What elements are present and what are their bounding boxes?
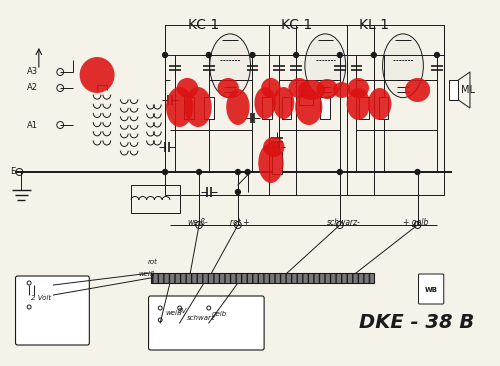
Text: ML: ML <box>461 85 475 95</box>
Bar <box>165 25 296 195</box>
Text: gelb: gelb <box>212 311 227 317</box>
Text: schwarz-: schwarz- <box>327 218 361 227</box>
Circle shape <box>434 52 440 57</box>
Text: weiß-: weiß- <box>188 218 208 227</box>
FancyBboxPatch shape <box>16 276 90 345</box>
Text: + gelb: + gelb <box>403 218 428 227</box>
Circle shape <box>338 52 342 57</box>
Circle shape <box>162 52 168 57</box>
Ellipse shape <box>288 78 310 98</box>
Circle shape <box>415 169 420 175</box>
Ellipse shape <box>80 57 114 93</box>
Circle shape <box>372 52 376 57</box>
Ellipse shape <box>368 88 392 120</box>
Text: DKE - 38 B: DKE - 38 B <box>360 314 474 332</box>
Ellipse shape <box>254 87 276 119</box>
Ellipse shape <box>346 88 370 120</box>
Bar <box>262 97 272 119</box>
Bar <box>282 97 292 119</box>
Bar <box>346 25 444 195</box>
Bar <box>184 97 194 119</box>
Ellipse shape <box>184 87 212 127</box>
Bar <box>378 97 388 119</box>
Text: 2 Volt: 2 Volt <box>30 295 51 301</box>
Ellipse shape <box>305 34 346 98</box>
Ellipse shape <box>316 79 338 99</box>
FancyBboxPatch shape <box>148 296 264 350</box>
Ellipse shape <box>348 78 369 98</box>
Circle shape <box>245 169 250 175</box>
Text: rot: rot <box>148 259 158 265</box>
Text: KL 1: KL 1 <box>359 18 389 32</box>
Ellipse shape <box>261 78 280 98</box>
Ellipse shape <box>273 87 294 119</box>
Bar <box>269 25 374 195</box>
Bar <box>448 80 458 100</box>
Text: WB: WB <box>424 287 438 293</box>
Text: weiß: weiß <box>139 271 155 277</box>
Ellipse shape <box>295 89 322 125</box>
Circle shape <box>236 169 240 175</box>
Ellipse shape <box>210 34 250 98</box>
Ellipse shape <box>258 143 283 183</box>
Text: 3V: 3V <box>178 308 187 314</box>
Circle shape <box>250 52 255 57</box>
Bar <box>204 97 214 119</box>
Text: KC 1: KC 1 <box>280 18 312 32</box>
Circle shape <box>206 52 211 57</box>
Circle shape <box>162 169 168 175</box>
Bar <box>272 152 281 174</box>
Ellipse shape <box>405 78 430 102</box>
Ellipse shape <box>382 34 424 98</box>
Circle shape <box>236 190 240 194</box>
Bar <box>320 97 330 119</box>
Circle shape <box>338 169 342 175</box>
Text: A3: A3 <box>27 67 38 76</box>
Ellipse shape <box>333 82 350 98</box>
Bar <box>299 95 312 105</box>
Bar <box>360 97 369 119</box>
Text: A1: A1 <box>27 120 38 130</box>
Ellipse shape <box>176 78 198 98</box>
Ellipse shape <box>218 78 239 98</box>
FancyBboxPatch shape <box>418 274 444 304</box>
Text: rot +: rot + <box>230 218 250 227</box>
Text: A2: A2 <box>27 83 38 93</box>
Bar <box>150 273 374 283</box>
Ellipse shape <box>166 87 193 127</box>
Ellipse shape <box>263 137 284 157</box>
Bar <box>131 185 180 213</box>
Circle shape <box>196 169 202 175</box>
Text: KC 1: KC 1 <box>188 18 220 32</box>
Text: schwarz: schwarz <box>186 315 215 321</box>
Text: weiß: weiß <box>165 310 182 316</box>
Text: E: E <box>10 168 15 176</box>
Ellipse shape <box>298 80 326 100</box>
Circle shape <box>294 52 298 57</box>
Ellipse shape <box>226 89 250 125</box>
